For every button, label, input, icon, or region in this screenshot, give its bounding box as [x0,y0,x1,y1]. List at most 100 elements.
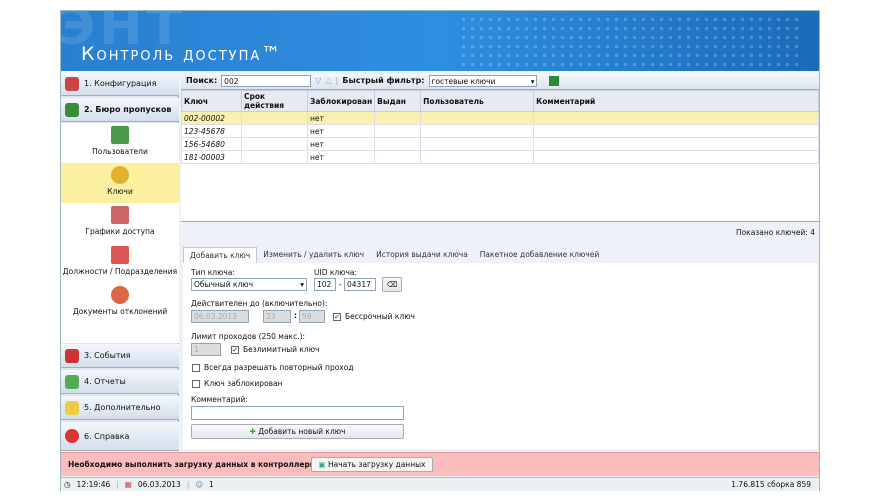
table-cell [533,150,819,164]
table-row[interactable]: 123-45678 нет [181,124,819,138]
key-blocked-label: Ключ заблокирован [204,379,283,388]
minute-stepper[interactable]: 59 [299,310,325,323]
excel-export-icon[interactable] [548,75,559,86]
column-header[interactable]: Срок действия [241,90,308,112]
sidebar-item-reports[interactable]: 4. Отчеты [61,370,179,394]
sidebar-item-configuration[interactable]: 1. Конфигурация [61,72,179,96]
table-cell: нет [306,124,376,138]
unlimited-time-checkbox[interactable]: ✓ [333,313,341,321]
search-label: Поиск: [186,76,218,85]
repeat-pass-checkbox[interactable] [192,364,200,372]
tab-batch-add[interactable]: Пакетное добавление ключей [479,250,600,259]
search-input[interactable]: 002 [221,74,312,87]
status-time: 12:19:46 [76,480,111,489]
hour-stepper[interactable]: 23 [263,310,291,323]
sidebar-label: 4. Отчеты [84,377,126,386]
table-cell [374,124,422,138]
sidebar-label: 6. Справка [84,431,130,441]
sidebar-sub-keys[interactable]: Ключи [61,163,179,203]
search-prev-icon[interactable]: △ [325,76,332,85]
table-cell [241,137,308,151]
calendar-icon: ▦ [124,480,132,489]
sidebar-item-pass-bureau[interactable]: 2. Бюро пропусков [61,98,179,122]
table-cell: 002-00002 [181,111,242,125]
table-cell: 181-00003 [181,150,242,164]
table-cell [374,111,422,125]
pass-limit-stepper[interactable]: 1 [191,343,221,356]
table-cell [374,137,422,151]
calendar-grid-icon [111,206,129,224]
version: 1.76.815 сборка 859 [731,480,811,489]
table-cell [420,137,535,151]
clock-doc-icon [111,286,129,304]
add-key-button[interactable]: ✚ Добавить новый ключ [191,424,404,439]
table-cell [374,150,422,164]
sidebar-sub-positions[interactable]: Должности / Подразделения [61,243,179,283]
column-header[interactable]: Заблокирован [306,90,376,112]
clear-uid-button[interactable]: ⌫ [382,277,402,292]
header-decoration [459,15,799,67]
sidebar-sub-users[interactable]: Пользователи [61,123,179,163]
detail-panel: Показано ключей: 4 Добавить ключ Изменит… [181,222,819,451]
table-row[interactable]: 156-54680 нет [181,137,819,151]
sidebar-label: Документы отклонений [72,307,168,316]
upload-icon: ▣ [318,460,326,469]
table-cell: нет [306,150,376,164]
search-next-icon[interactable]: ▽ [315,76,322,85]
tab-key-history[interactable]: История выдачи ключа [376,250,468,259]
time-colon: : [294,311,297,320]
users-icon [111,126,129,144]
column-header[interactable]: Выдан [374,90,422,112]
column-header[interactable]: Комментарий [533,90,819,112]
table-row[interactable]: 181-00003 нет [181,150,819,164]
table-cell [241,124,308,138]
badge-icon [65,102,79,117]
sidebar-item-additional[interactable]: 5. Дополнительно [61,396,179,420]
table-cell: 156-54680 [181,137,242,151]
tools-icon [65,76,79,91]
org-chart-icon [111,246,129,264]
toolbar: Поиск: 002 ▽ △ | Быстрый фильтр: гостевы… [181,72,819,90]
column-header[interactable]: Ключ [181,90,242,112]
status-bar: ◷ 12:19:46 | ▦ 06.03.2013 | ☺ 1 1.76.815 сбор… [61,477,819,491]
column-header[interactable]: Пользователь [420,90,535,112]
filter-select[interactable]: гостевые ключи ▾ [428,74,537,87]
plus-icon: ✚ [249,427,256,436]
table-cell [420,124,535,138]
tab-add-key[interactable]: Добавить ключ [183,247,258,263]
uid-part1-input[interactable]: 102 [314,278,336,291]
table-cell [420,150,535,164]
key-type-value: Обычный ключ [194,280,254,289]
app-title: Контроль доступа™ [81,43,283,65]
valid-date-input[interactable]: 06.03.2013 [191,310,249,323]
app-header: ЭНТ Контроль доступа™ [61,11,819,71]
sidebar-sub-deviation-docs[interactable]: Документы отклонений [61,283,179,343]
unlimited-pass-checkbox[interactable]: ✓ [231,346,239,354]
tab-edit-key[interactable]: Изменить / удалить ключ [263,250,365,259]
clock-icon: ◷ [64,480,71,489]
key-type-label: Тип ключа: [191,268,235,277]
sidebar-item-help[interactable]: 6. Справка [61,422,179,451]
sidebar-sub-schedules[interactable]: Графики доступа [61,203,179,243]
key-icon [111,166,129,184]
table-row[interactable]: 002-00002 нет [181,111,819,125]
table-cell [533,124,819,138]
chart-icon [65,374,79,389]
chevron-down-icon: ▾ [530,76,535,86]
start-upload-button[interactable]: ▣ Начать загрузку данных [311,457,433,472]
key-blocked-checkbox[interactable] [192,380,200,388]
main-panel: Поиск: 002 ▽ △ | Быстрый фильтр: гостевы… [181,72,819,451]
sidebar-label: Пользователи [92,147,148,156]
add-key-form: Тип ключа: Обычный ключ ▾ UID ключа: 102 … [183,263,817,449]
separator: | [116,480,119,489]
sidebar-item-events[interactable]: 3. События [61,344,179,368]
table-cell: 123-45678 [181,124,242,138]
status-date: 06.03.2013 [137,480,181,489]
status-users: 1 [209,480,214,489]
comment-input[interactable] [191,406,404,420]
add-key-label: Добавить новый ключ [258,427,346,436]
key-type-select[interactable]: Обычный ключ ▾ [191,278,307,291]
keys-table: Ключ Срок действия Заблокирован Выдан Пользо… [181,90,819,222]
pass-limit-label: Лимит проходов (250 макс.): [191,332,306,341]
uid-part2-input[interactable]: 04317 [344,278,376,291]
